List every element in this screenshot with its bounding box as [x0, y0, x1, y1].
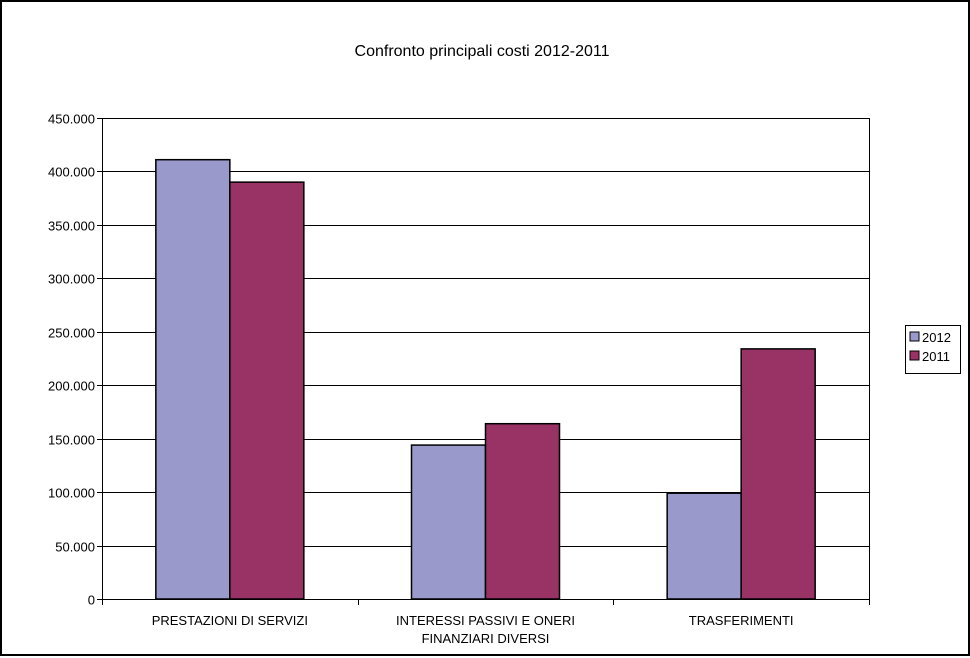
y-tick-label: 200.000: [48, 379, 95, 394]
y-tick-label: 250.000: [48, 326, 95, 341]
plot-area: 0 50.000 100.000 150.000 200.000 250.000 300.0…: [48, 112, 870, 646]
x-tick-label: INTERESSI PASSIVI E ONERI FINANZIARI DIVE…: [396, 613, 575, 646]
y-tick-label: 0: [88, 593, 95, 608]
legend: 2012 2011: [905, 325, 961, 374]
y-tick-label: 50.000: [55, 540, 95, 555]
legend-swatch-2011: [909, 350, 920, 361]
y-tick-label: 150.000: [48, 433, 95, 448]
bar-2012-0: [155, 158, 231, 600]
x-tick-label: TRASFERIMENTI: [689, 613, 794, 628]
y-tick-label: 100.000: [48, 486, 95, 501]
bar-2012-1: [410, 444, 487, 600]
legend-label-2011: 2011: [922, 349, 950, 364]
y-tick-label: 400.000: [48, 165, 95, 180]
chart-title: Confronto principali costi 2012-2011: [355, 43, 610, 60]
x-tick-label: PRESTAZIONI DI SERVIZI: [152, 613, 308, 628]
legend-swatch-2012: [909, 331, 920, 342]
bar-2012-2: [666, 492, 742, 600]
legend-label-2012: 2012: [922, 330, 951, 345]
y-tick-label: 300.000: [48, 272, 95, 287]
bar-2011-0: [229, 181, 305, 600]
y-tick-label: 450.000: [48, 112, 95, 127]
bar-2011-2: [740, 348, 816, 600]
y-tick-label: 350.000: [48, 219, 95, 234]
bar-2011-1: [484, 422, 561, 600]
